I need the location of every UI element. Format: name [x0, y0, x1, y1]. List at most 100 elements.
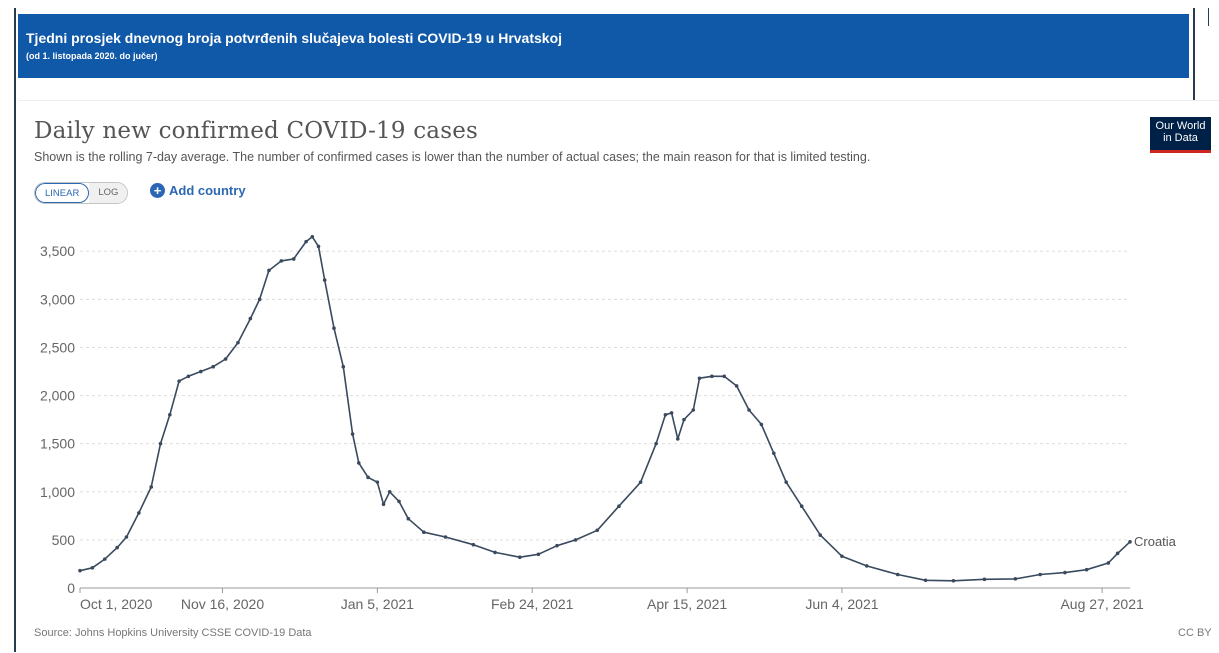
data-point	[923, 578, 928, 583]
chart-card	[18, 100, 1219, 653]
y-tick-label: 500	[52, 532, 76, 548]
data-point	[759, 422, 764, 427]
data-point	[951, 578, 956, 583]
data-point	[78, 568, 82, 573]
data-point	[397, 499, 401, 504]
data-point	[864, 564, 869, 568]
data-point	[177, 379, 181, 383]
data-point	[617, 504, 621, 509]
data-point	[310, 235, 315, 239]
y-tick-label: 1,500	[40, 436, 75, 452]
data-point	[186, 374, 191, 379]
x-tick-label: Feb 24, 2021	[491, 596, 574, 612]
frame-border-right-top	[1208, 8, 1209, 26]
y-tick-label: 0	[67, 580, 75, 596]
data-point	[895, 572, 900, 577]
data-point	[115, 545, 119, 550]
add-country-button[interactable]: + Add country	[150, 183, 246, 198]
data-point	[799, 504, 804, 509]
data-point	[691, 408, 696, 412]
x-tick-label: Jun 4, 2021	[805, 596, 878, 612]
data-point	[697, 376, 702, 381]
data-point	[291, 257, 296, 261]
data-point	[818, 533, 823, 537]
page-banner: Tjedni prosjek dnevnog broja potvrđenih …	[18, 14, 1189, 78]
data-point	[137, 511, 141, 515]
data-point	[168, 413, 172, 417]
data-point	[682, 417, 686, 422]
data-point	[1013, 577, 1018, 581]
data-point	[158, 441, 163, 446]
owid-logo[interactable]: Our World in Data	[1150, 117, 1211, 153]
logo-line-2: in Data	[1163, 132, 1198, 144]
data-point	[638, 480, 643, 484]
data-point	[772, 451, 776, 456]
banner-title: Tjedni prosjek dnevnog broja potvrđenih …	[26, 30, 563, 46]
data-point	[518, 555, 522, 560]
data-point	[536, 552, 541, 557]
data-point	[198, 369, 203, 374]
data-point	[257, 297, 262, 302]
data-point	[734, 384, 739, 388]
data-point	[982, 577, 987, 582]
data-point	[366, 475, 370, 480]
data-point	[279, 259, 284, 263]
data-point	[332, 326, 336, 331]
data-point	[1106, 561, 1111, 565]
data-point	[236, 340, 240, 345]
data-point	[654, 441, 658, 446]
y-tick-label: 1,000	[40, 484, 75, 500]
frame-border-left	[14, 8, 16, 652]
data-point	[322, 278, 327, 282]
data-point	[356, 461, 361, 465]
logo-line-1: Our World	[1155, 120, 1206, 132]
data-point	[304, 239, 308, 244]
data-point	[1084, 567, 1089, 572]
data-point	[375, 480, 380, 484]
data-point	[471, 542, 476, 547]
plus-circle-icon: +	[150, 183, 165, 198]
data-point	[784, 480, 788, 484]
data-point	[595, 528, 600, 533]
data-point	[223, 357, 228, 361]
y-tick-label: 3,500	[40, 243, 75, 259]
x-tick-label: Oct 1, 2020	[80, 596, 153, 612]
data-point	[443, 535, 448, 539]
data-point	[573, 538, 578, 542]
chart-title: Daily new confirmed COVID-19 cases	[34, 118, 479, 144]
frame-border-right	[1193, 8, 1195, 100]
data-point	[710, 374, 714, 379]
chart-subtitle: Shown is the rolling 7-day average. The …	[34, 150, 871, 164]
x-tick-label: Apr 15, 2021	[647, 596, 727, 612]
data-point	[1038, 572, 1042, 577]
data-point	[747, 408, 751, 412]
y-tick-label: 3,000	[40, 291, 75, 307]
source-note: Source: Johns Hopkins University CSSE CO…	[34, 627, 312, 639]
data-point	[406, 516, 411, 521]
linear-scale-button[interactable]: LINEAR	[35, 183, 90, 203]
add-country-label: Add country	[169, 183, 246, 198]
log-scale-button[interactable]: LOG	[89, 183, 128, 203]
data-point	[149, 485, 154, 489]
data-point	[350, 432, 355, 436]
scale-toggle: LINEAR LOG	[34, 182, 129, 204]
data-point	[722, 374, 727, 379]
data-point	[248, 316, 253, 321]
data-point	[840, 554, 844, 559]
data-point	[669, 411, 674, 415]
data-point	[90, 565, 95, 570]
data-point	[381, 502, 386, 507]
data-point	[422, 530, 426, 534]
data-point	[555, 543, 559, 548]
data-point	[316, 244, 321, 249]
x-tick-label: Nov 16, 2020	[181, 596, 264, 612]
x-tick-label: Jan 5, 2021	[341, 596, 414, 612]
series-line-croatia	[79, 236, 1131, 582]
data-point	[1063, 570, 1067, 575]
data-point	[1128, 540, 1132, 544]
data-point	[124, 535, 129, 539]
y-tick-label: 2,500	[40, 339, 75, 355]
data-point	[341, 364, 346, 369]
license-link[interactable]: CC BY	[1178, 627, 1212, 639]
